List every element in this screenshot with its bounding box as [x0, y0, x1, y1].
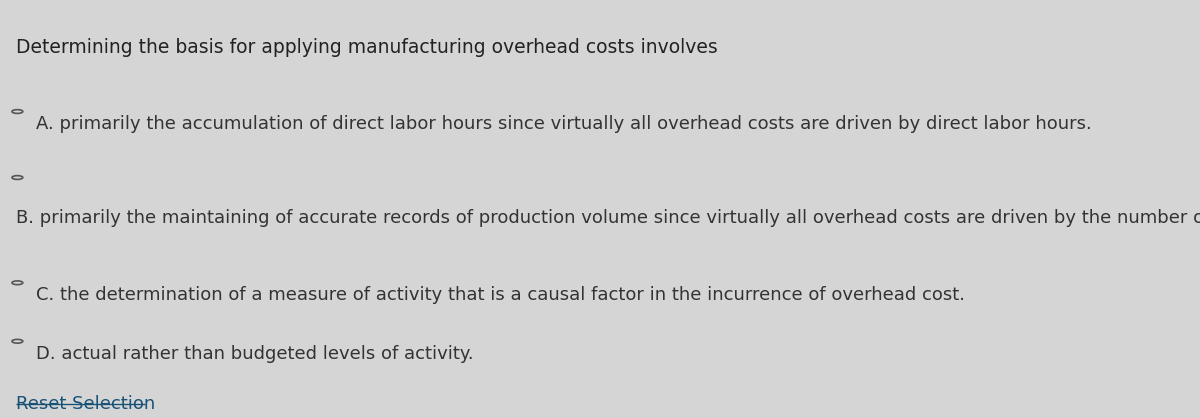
Text: Reset Selection: Reset Selection	[16, 395, 155, 413]
Text: A. primarily the accumulation of direct labor hours since virtually all overhead: A. primarily the accumulation of direct …	[36, 115, 1092, 133]
Text: D. actual rather than budgeted levels of activity.: D. actual rather than budgeted levels of…	[36, 344, 474, 362]
Text: Determining the basis for applying manufacturing overhead costs involves: Determining the basis for applying manuf…	[16, 38, 718, 56]
Text: B. primarily the maintaining of accurate records of production volume since virt: B. primarily the maintaining of accurate…	[16, 209, 1200, 227]
Text: C. the determination of a measure of activity that is a causal factor in the inc: C. the determination of a measure of act…	[36, 286, 965, 304]
